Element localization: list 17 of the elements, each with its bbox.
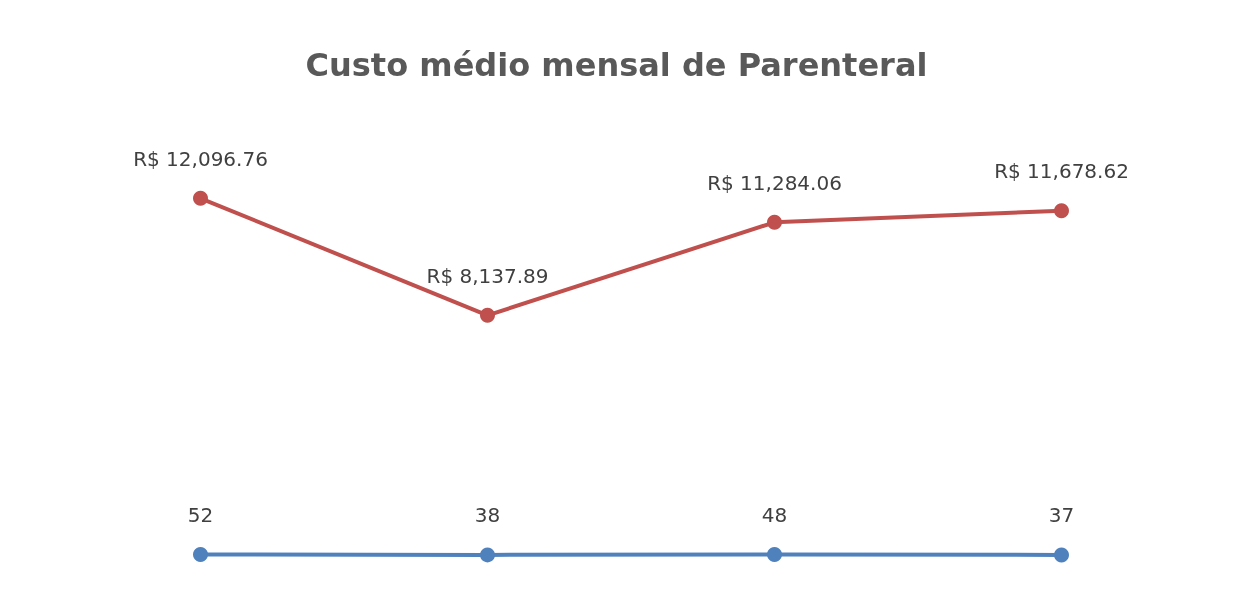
point [193,546,208,562]
point [480,547,495,563]
point [1054,547,1069,563]
point [480,307,495,323]
data-label: R$ 11,284.06 [707,170,842,195]
point [767,547,782,563]
data-label: R$ 12,096.76 [133,146,268,171]
point [193,190,208,206]
data-label: 37 [1048,503,1075,528]
data-label: 38 [474,503,501,528]
data-label: R$ 11,678.62 [994,159,1129,184]
data-label: 48 [761,503,788,528]
chart-title: Custo médio mensal de Parenteral [305,46,928,84]
data-label: 52 [187,502,214,527]
point [767,214,782,230]
point [1054,203,1069,219]
data-label: R$ 8,137.89 [426,263,549,288]
